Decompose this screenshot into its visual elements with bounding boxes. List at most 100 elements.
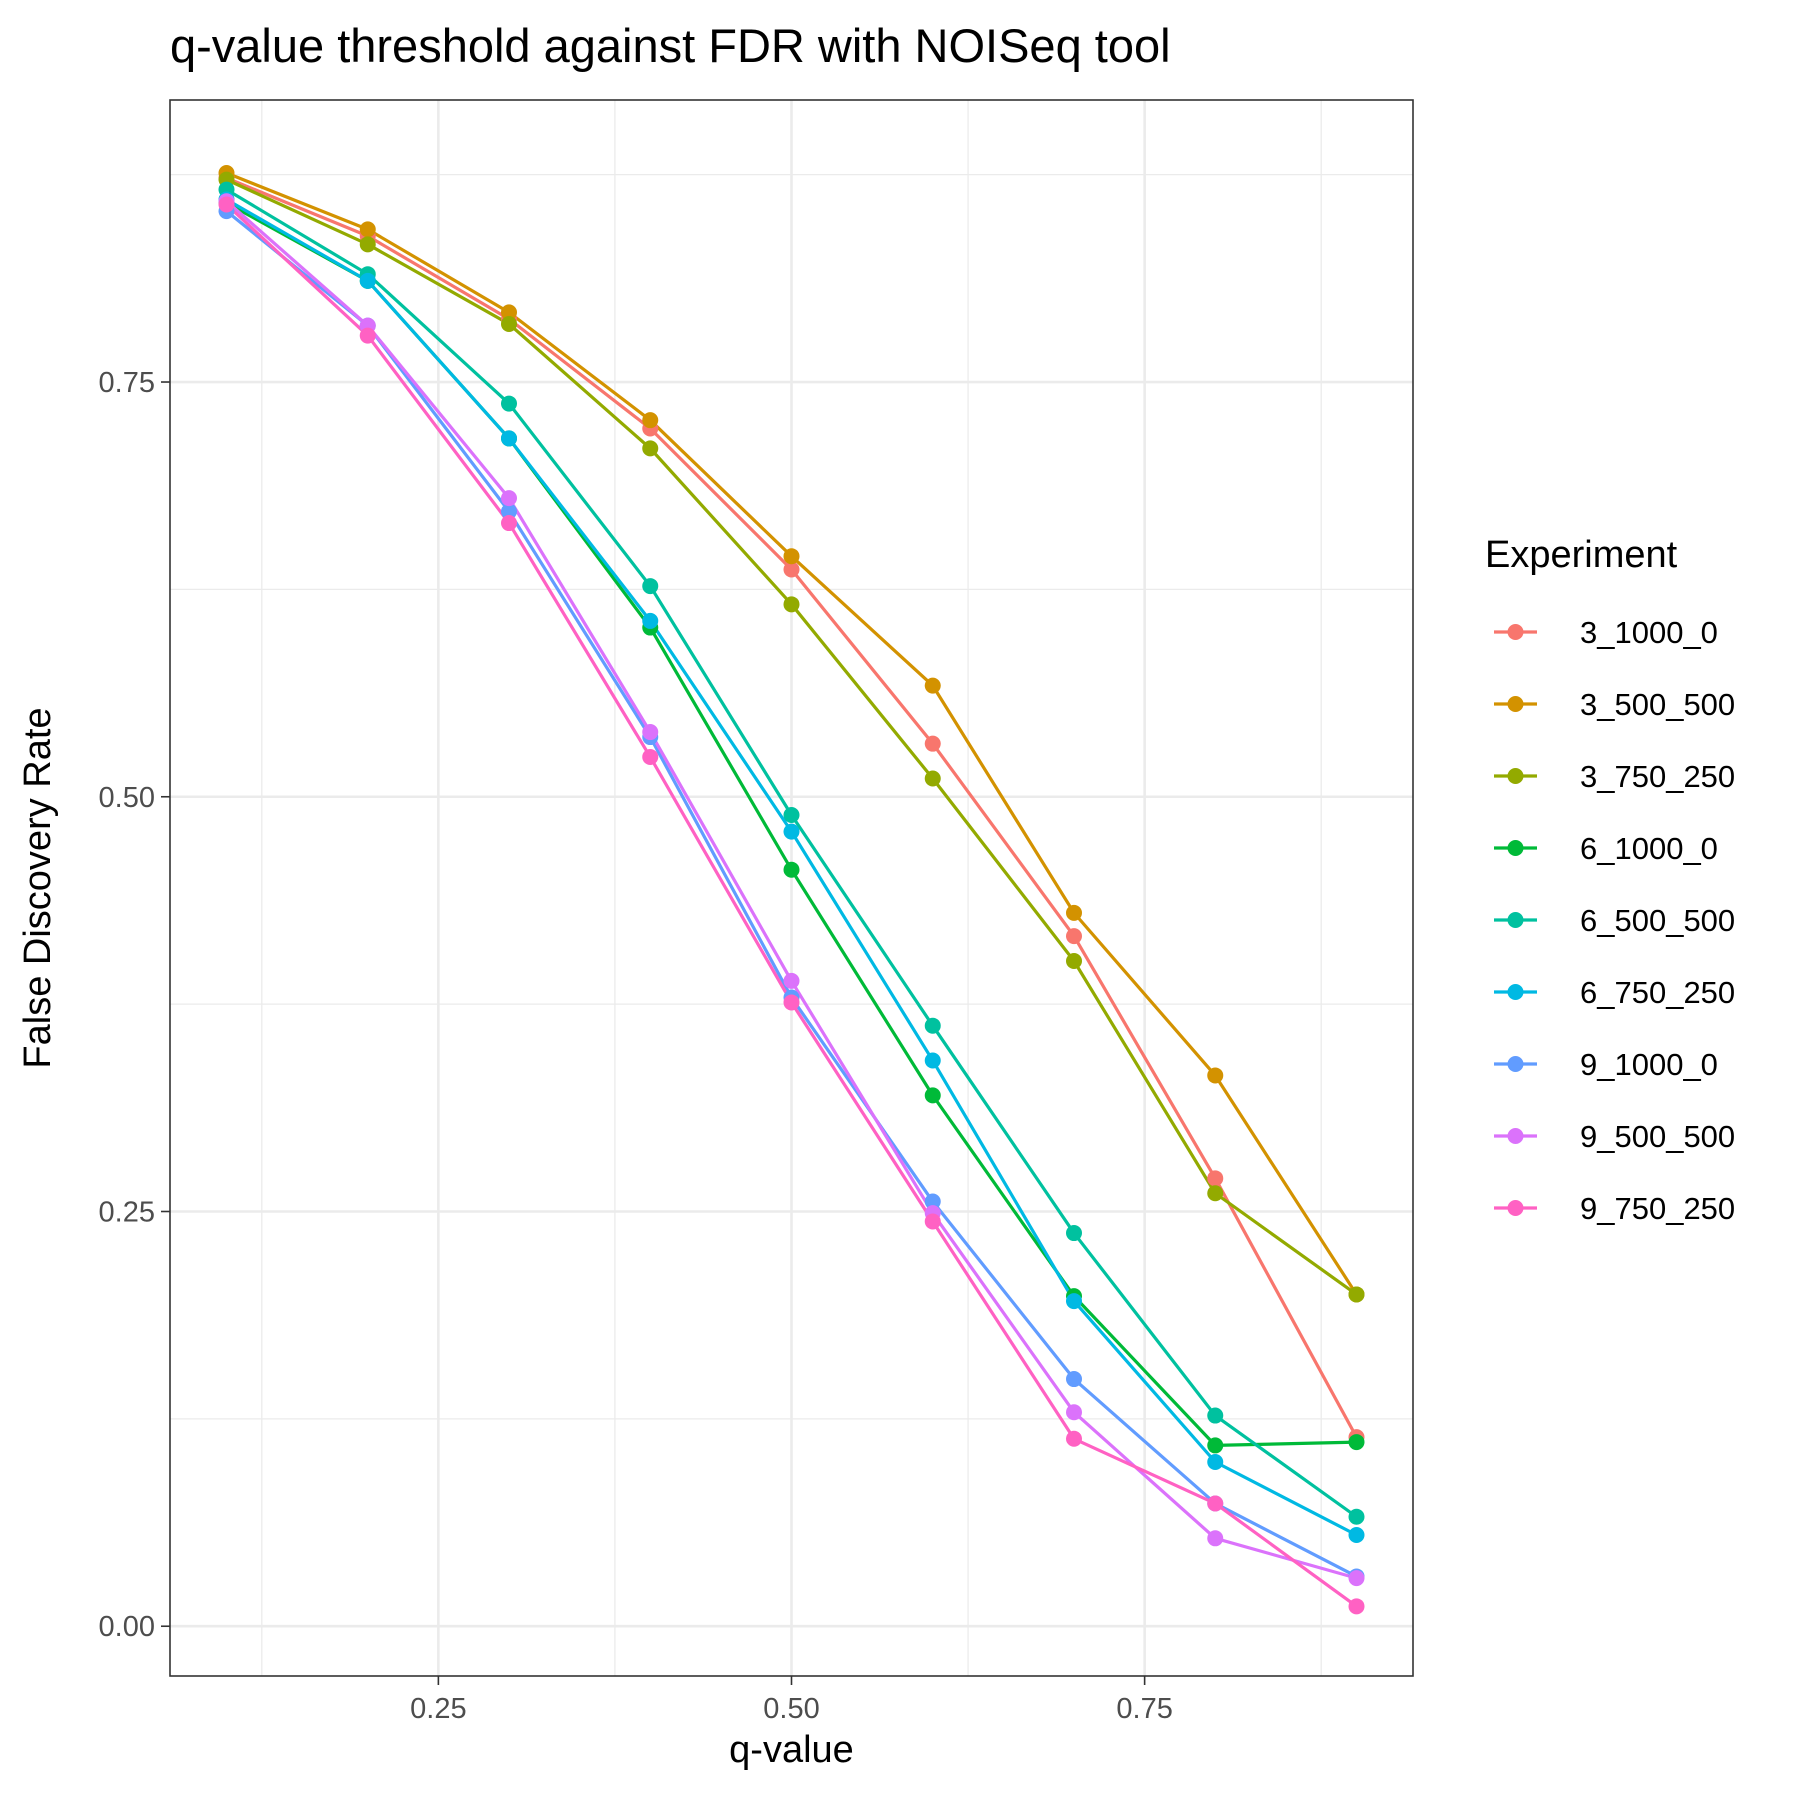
x-tick-label: 0.25: [410, 1693, 466, 1725]
major-gridlines: [170, 100, 1413, 1676]
data-point-3_1000_0: [1207, 1170, 1224, 1187]
legend-label: 6_750_250: [1580, 975, 1735, 1010]
data-point-9_750_250: [642, 748, 659, 765]
data-point-6_500_500: [783, 807, 800, 824]
data-point-6_500_500: [924, 1017, 941, 1034]
data-point-6_750_250: [1066, 1293, 1082, 1310]
y-tick-label: 0.75: [99, 367, 155, 399]
data-point-6_1000_0: [783, 861, 800, 878]
legend-item-6_750_250: 6_750_250: [1494, 975, 1735, 1010]
data-point-3_500_500: [359, 221, 376, 238]
data-point-3_500_500: [501, 304, 517, 321]
legend-key-point: [1507, 624, 1524, 640]
data-point-3_750_250: [642, 440, 659, 457]
y-axis: 0.00 0.25 0.50 0.75: [99, 367, 170, 1643]
legend-key-point: [1507, 1056, 1524, 1072]
series-points: [218, 164, 1365, 1615]
data-point-9_500_500: [642, 724, 659, 741]
data-point-6_500_500: [642, 578, 659, 595]
legend-item-9_1000_0: 9_1000_0: [1494, 1047, 1718, 1082]
legend-label: 3_750_250: [1580, 759, 1735, 794]
y-tick-label: 0.50: [99, 782, 155, 814]
legend-label: 6_1000_0: [1580, 831, 1718, 866]
data-point-6_750_250: [501, 430, 517, 447]
legend-item-9_500_500: 9_500_500: [1494, 1119, 1735, 1154]
legend-title: Experiment: [1485, 534, 1678, 576]
data-point-9_750_250: [501, 515, 517, 532]
y-axis-title: False Discovery Rate: [17, 707, 59, 1068]
legend-item-6_500_500: 6_500_500: [1494, 903, 1735, 938]
data-point-3_750_250: [1066, 952, 1082, 969]
data-point-9_750_250: [924, 1213, 941, 1230]
data-point-9_1000_0: [501, 503, 517, 520]
legend-key-point: [1507, 1128, 1524, 1144]
legend-key-point: [1507, 768, 1524, 784]
data-point-6_750_250: [1348, 1526, 1365, 1543]
data-point-3_1000_0: [783, 561, 800, 578]
legend: Experiment 3_1000_0 3_500_500 3_750_250 6_1…: [1485, 534, 1735, 1226]
data-point-3_500_500: [642, 412, 659, 429]
data-point-3_500_500: [1066, 904, 1082, 921]
legend-item-3_1000_0: 3_1000_0: [1494, 615, 1718, 650]
data-point-9_500_500: [1207, 1530, 1224, 1547]
legend-label: 3_1000_0: [1580, 615, 1718, 650]
legend-key-point: [1507, 840, 1524, 856]
data-point-3_750_250: [783, 596, 800, 613]
data-point-9_1000_0: [1066, 1371, 1082, 1388]
data-point-9_750_250: [1348, 1598, 1365, 1615]
x-axis-title: q-value: [729, 1729, 854, 1771]
data-point-6_750_250: [783, 823, 800, 840]
data-point-6_1000_0: [924, 1087, 941, 1104]
plot-panel: [169, 99, 1414, 1677]
legend-key-point: [1507, 696, 1524, 712]
y-tick-label: 0.00: [99, 1611, 155, 1643]
legend-item-3_750_250: 3_750_250: [1494, 759, 1735, 794]
chart-title: q-value threshold against FDR with NOISe…: [170, 19, 1171, 72]
legend-label: 3_500_500: [1580, 687, 1735, 722]
data-point-3_750_250: [1348, 1286, 1365, 1303]
data-point-9_500_500: [501, 490, 517, 507]
legend-key-point: [1507, 1200, 1524, 1216]
legend-label: 9_750_250: [1580, 1191, 1735, 1226]
data-point-9_500_500: [1066, 1404, 1082, 1421]
data-point-9_500_500: [1348, 1570, 1365, 1587]
data-point-3_500_500: [924, 677, 941, 694]
data-point-6_1000_0: [1207, 1437, 1224, 1454]
data-point-6_1000_0: [1348, 1434, 1365, 1451]
data-point-6_500_500: [1066, 1225, 1082, 1242]
data-point-3_500_500: [783, 548, 800, 565]
legend-key-point: [1507, 912, 1524, 928]
legend-label: 6_500_500: [1580, 903, 1735, 938]
data-point-6_500_500: [1207, 1407, 1224, 1424]
data-point-9_750_250: [783, 994, 800, 1011]
data-point-3_750_250: [1207, 1185, 1224, 1202]
legend-item-9_750_250: 9_750_250: [1494, 1191, 1735, 1226]
data-point-3_750_250: [501, 315, 517, 332]
legend-label: 9_1000_0: [1580, 1047, 1718, 1082]
y-tick-label: 0.25: [99, 1196, 155, 1228]
data-point-6_750_250: [1207, 1453, 1224, 1470]
legend-item-6_1000_0: 6_1000_0: [1494, 831, 1718, 866]
data-point-9_750_250: [1066, 1430, 1082, 1447]
data-point-6_500_500: [501, 395, 517, 412]
legend-label: 9_500_500: [1580, 1119, 1735, 1154]
data-point-3_1000_0: [1066, 928, 1082, 945]
data-point-6_750_250: [924, 1052, 941, 1069]
legend-key-point: [1507, 984, 1524, 1000]
data-point-9_750_250: [359, 327, 376, 344]
legend-items: 3_1000_0 3_500_500 3_750_250 6_1000_0 6_500_…: [1494, 615, 1735, 1226]
x-tick-label: 0.75: [1116, 1693, 1172, 1725]
data-point-6_750_250: [359, 272, 376, 289]
x-tick-label: 0.50: [763, 1693, 819, 1725]
data-point-3_1000_0: [924, 735, 941, 752]
data-point-6_750_250: [642, 612, 659, 629]
data-point-9_750_250: [218, 196, 235, 213]
data-point-3_750_250: [359, 236, 376, 253]
legend-item-3_500_500: 3_500_500: [1494, 687, 1735, 722]
data-point-6_500_500: [1348, 1508, 1365, 1525]
data-point-3_750_250: [924, 770, 941, 787]
x-axis: 0.25 0.50 0.75: [410, 1676, 1173, 1725]
data-point-3_500_500: [1207, 1067, 1224, 1084]
data-point-9_500_500: [783, 972, 800, 989]
